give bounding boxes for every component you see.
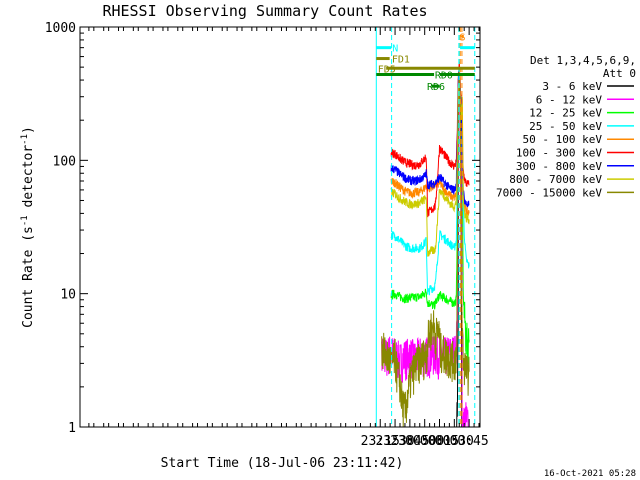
- flag-label-s: S: [459, 32, 465, 43]
- plot-frame: [79, 26, 481, 428]
- y-tick-label: 1000: [45, 21, 76, 36]
- vertical-lines-layer: [375, 27, 476, 427]
- y-tick-label: 10: [60, 288, 76, 303]
- legend-title-line: Det 1,3,4,5,6,9,: [530, 54, 636, 67]
- x-tick-label: 23:45: [390, 434, 429, 449]
- flag-label-n: N: [392, 44, 398, 55]
- x-tick-label: 23:15: [361, 434, 400, 449]
- x-axis-label: Start Time (18-Jul-06 23:11:42): [161, 456, 404, 471]
- legend-entry-label: 50 - 100 keV: [523, 133, 603, 146]
- x-tick-label: 00:15: [420, 434, 459, 449]
- legend-entry-label: 100 - 300 keV: [516, 147, 602, 160]
- series-line-4: [390, 66, 470, 296]
- y-tick-label: 100: [53, 154, 76, 169]
- y-axis-label-part: detector: [21, 145, 36, 216]
- legend-entry-label: 3 - 6 keV: [542, 80, 602, 93]
- legend-title-line: Att 0: [603, 67, 636, 80]
- series-line-9: [381, 78, 470, 428]
- series-line-3: [390, 77, 470, 365]
- x-tick-label: 00:00: [405, 434, 444, 449]
- series-line-7: [390, 68, 470, 208]
- legend-entry-label: 25 - 50 keV: [529, 120, 602, 133]
- y-axis-label-part: ): [21, 126, 36, 134]
- y-axis: 1 10 100 1000: [45, 21, 480, 436]
- legend-entry-label: 800 - 7000 keV: [509, 173, 602, 186]
- legend-entry-label: 6 - 12 keV: [536, 93, 603, 106]
- x-tick-label: 23:30: [375, 434, 414, 449]
- legend-entry-label: 12 - 25 keV: [529, 107, 602, 120]
- series-line-8: [390, 68, 470, 257]
- flag-label-fd5: FD5: [378, 64, 396, 75]
- y-axis-label: Count Rate (s-1 detector-1): [20, 126, 36, 328]
- legend-entry-label: 7000 - 15000 keV: [496, 186, 602, 199]
- y-axis-label-sup: -1: [20, 134, 30, 145]
- chart-title: RHESSI Observing Summary Count Rates: [102, 2, 427, 20]
- x-tick-label: 00:45: [450, 434, 489, 449]
- legend-entry-label: 300 - 800 keV: [516, 160, 602, 173]
- series-line-6: [390, 61, 470, 218]
- y-axis-label-part: Count Rate (s: [21, 226, 36, 328]
- series-layer: [381, 61, 470, 428]
- x-tick-label: 00:30: [435, 434, 474, 449]
- flag-label-rd6: RD6: [427, 82, 445, 93]
- flag-label-rd0: RD0: [435, 71, 453, 82]
- y-tick-label: 1: [68, 421, 76, 436]
- flag-label-fd1: FD1: [392, 55, 410, 66]
- y-axis-label-sup: -1: [20, 215, 30, 226]
- footer-timestamp: 16-Oct-2021 05:28: [544, 469, 636, 479]
